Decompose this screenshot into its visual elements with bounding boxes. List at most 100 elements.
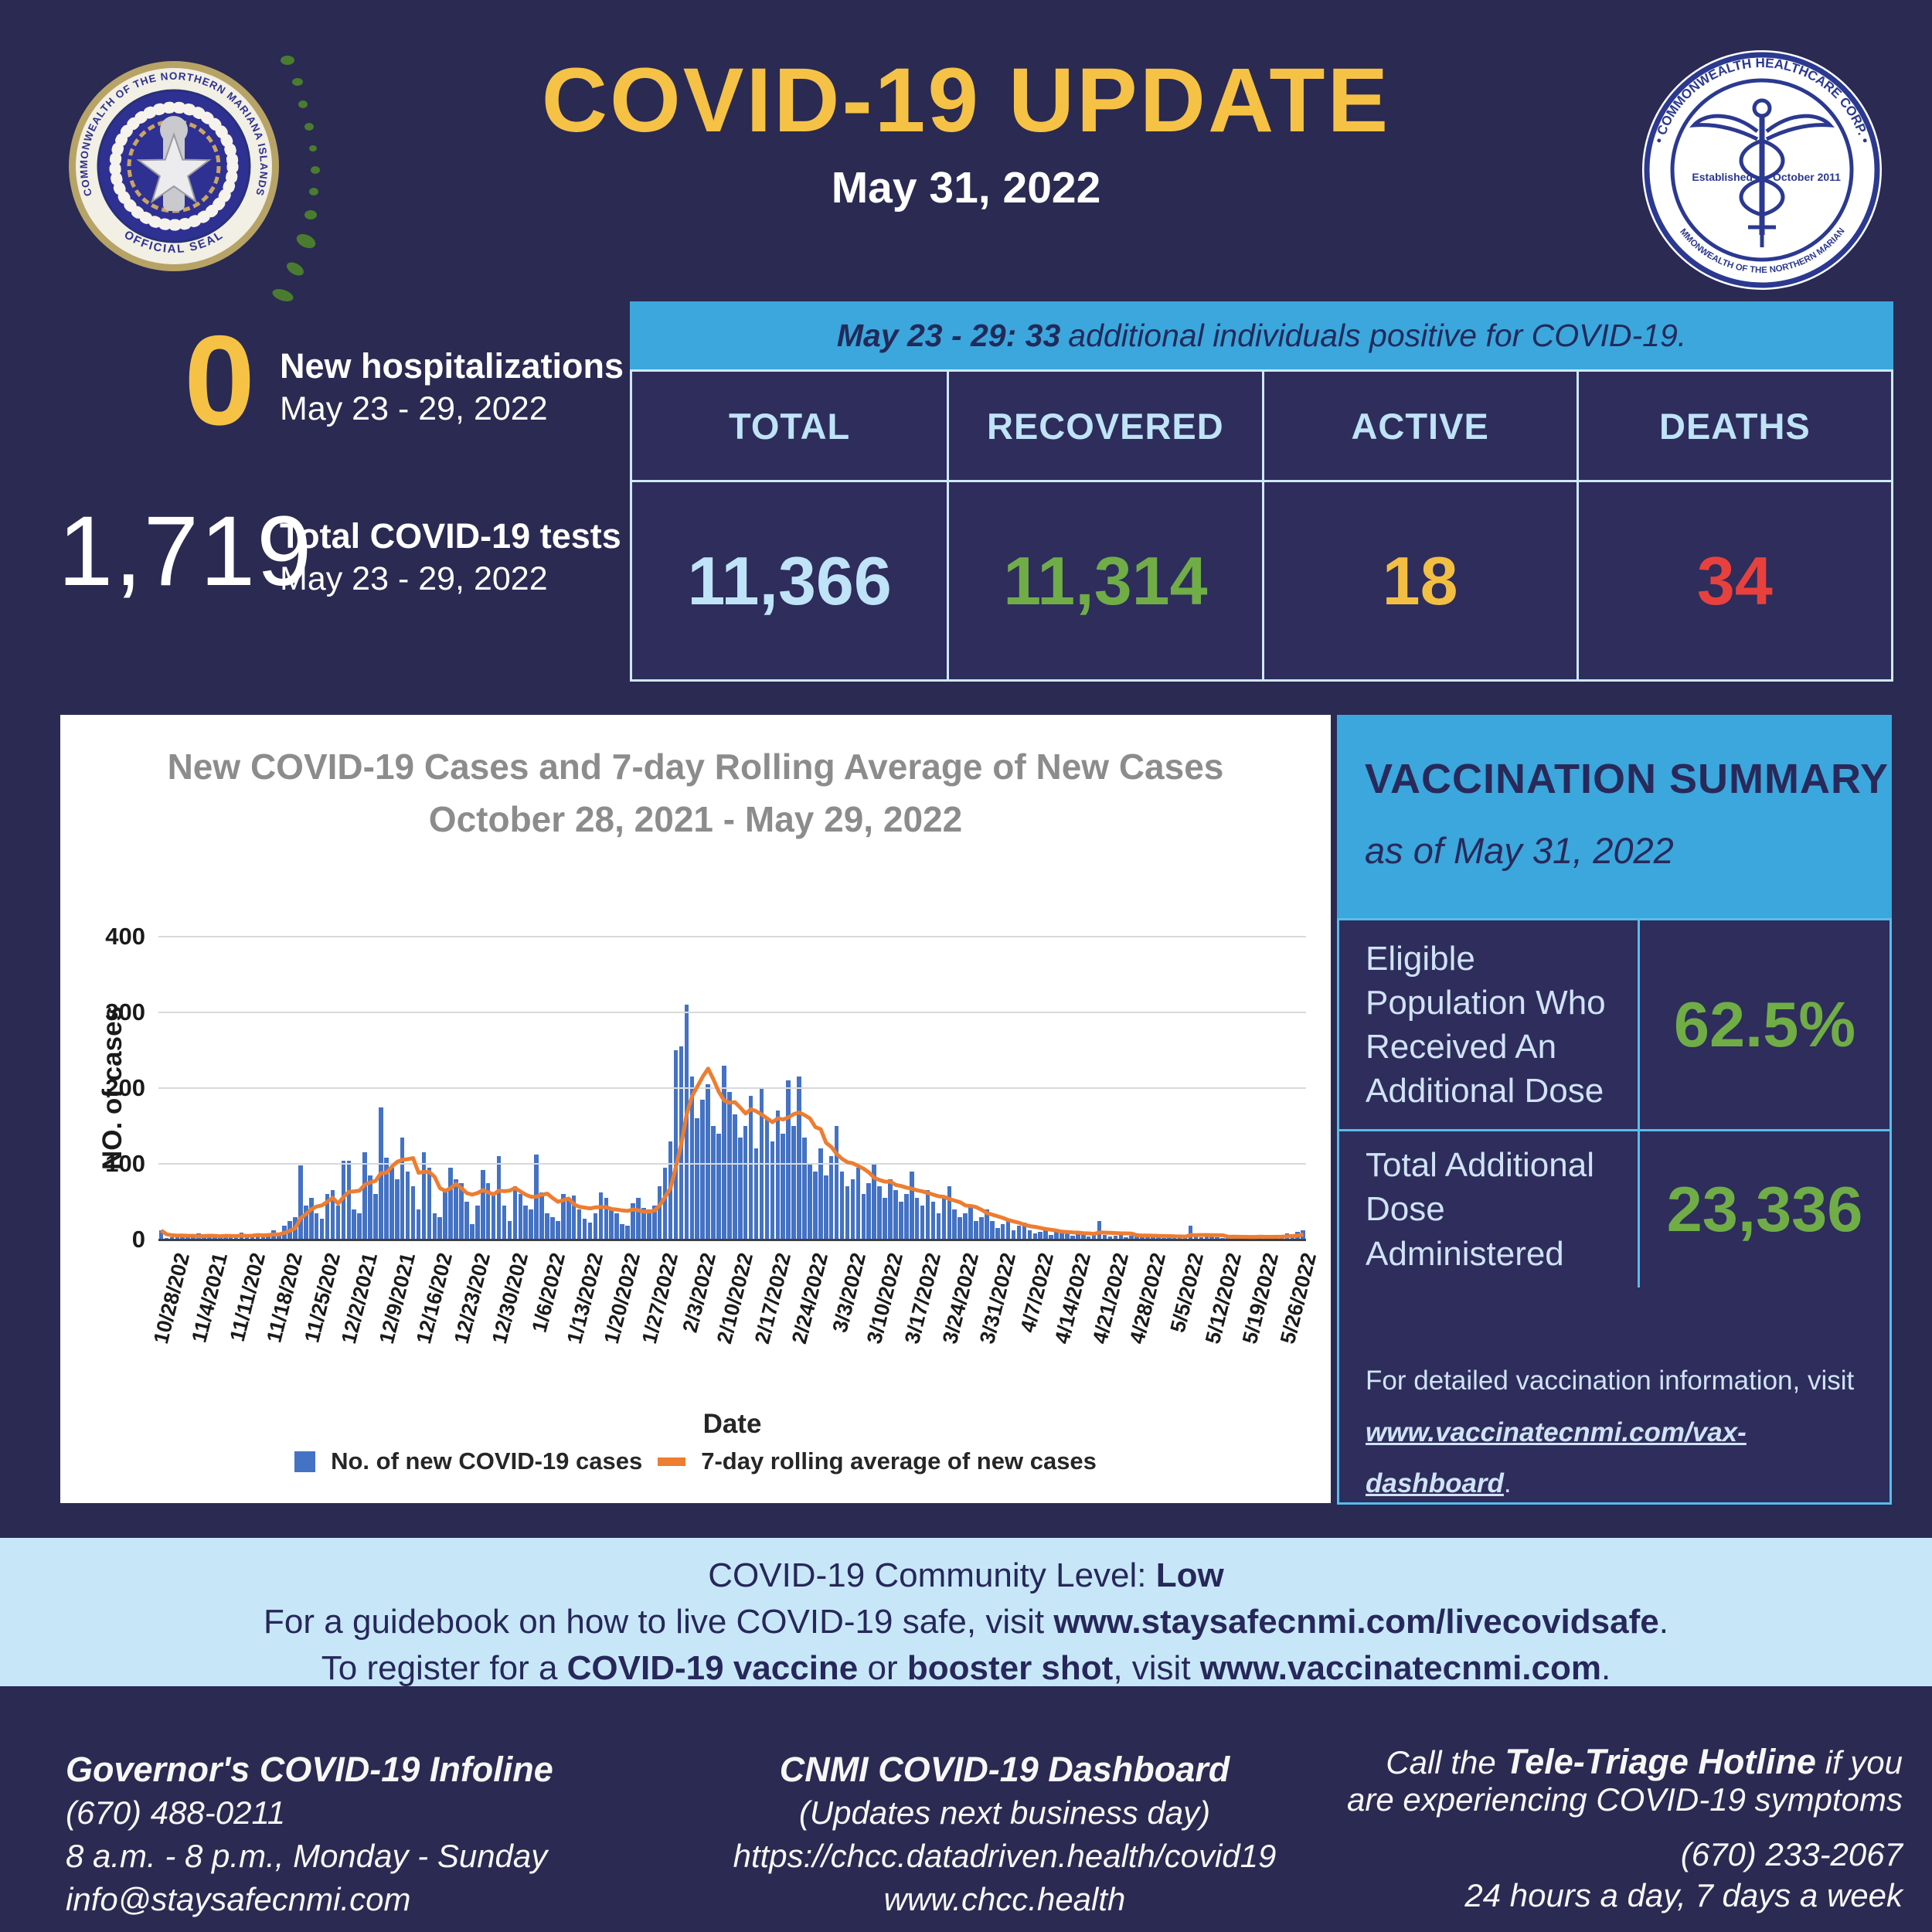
case-bar (491, 1194, 496, 1240)
case-bar (625, 1226, 630, 1240)
case-bar (1102, 1235, 1107, 1240)
vaccinatecnmi-url: www.vaccinatecnmi.com (1199, 1649, 1601, 1687)
case-bar (459, 1182, 464, 1240)
case-bar (786, 1080, 791, 1240)
case-bar (518, 1194, 523, 1240)
case-bar (556, 1220, 560, 1240)
case-bar (899, 1202, 903, 1240)
case-bar (861, 1194, 866, 1240)
case-bar (716, 1133, 721, 1240)
case-bar (1005, 1220, 1011, 1240)
col-header-recovered: RECOVERED (947, 372, 1261, 480)
infoline-hours: 8 a.m. - 8 p.m., Monday - Sunday (66, 1838, 548, 1874)
case-bar (432, 1213, 437, 1240)
recovered-cases-value: 11,314 (947, 480, 1262, 679)
case-bar (828, 1156, 834, 1240)
case-bar (1113, 1236, 1118, 1240)
case-bar (1027, 1230, 1032, 1240)
case-bar (1107, 1236, 1113, 1240)
vax-footer-text: For detailed vaccination information, vi… (1366, 1366, 1855, 1396)
hotline-phone: (670) 233-2067 (1680, 1836, 1903, 1872)
case-bar (941, 1198, 947, 1240)
banner-bold-text: May 23 - 29: 33 (836, 317, 1061, 353)
case-bar (930, 1202, 936, 1240)
hotline-ifyou-text: if you (1815, 1744, 1903, 1781)
svg-text:Established: Established (1692, 171, 1753, 183)
case-bar (1016, 1226, 1022, 1240)
dashboard-title: CNMI COVID-19 Dashboard (779, 1750, 1230, 1789)
case-bar (443, 1190, 447, 1240)
case-bar (748, 1095, 753, 1240)
case-bar (529, 1209, 533, 1240)
case-bar (1145, 1237, 1150, 1240)
rolling-average-line (160, 1066, 1304, 1240)
col-header-active: ACTIVE (1261, 372, 1577, 480)
case-bar (496, 1156, 502, 1240)
case-bar (1215, 1237, 1219, 1240)
case-bar (539, 1192, 544, 1240)
x-tick-12/23/202: 12/23/202 (450, 1250, 495, 1346)
x-tick-2/24/2022: 2/24/2022 (787, 1250, 833, 1346)
case-bar (1049, 1235, 1053, 1240)
case-bar (893, 1190, 898, 1240)
case-bar (213, 1237, 217, 1240)
total-tests-period: May 23 - 29, 2022 (280, 560, 548, 597)
gridline-100 (158, 1163, 1306, 1165)
col-header-deaths: DEATHS (1576, 372, 1891, 480)
case-bar (968, 1205, 973, 1240)
infoline-phone: (670) 488-0211 (66, 1794, 286, 1831)
case-bar (845, 1186, 850, 1240)
community-level-text: COVID-19 Community Level: (708, 1556, 1156, 1594)
case-bar (802, 1137, 807, 1240)
case-bar (872, 1164, 876, 1240)
case-bar (250, 1236, 255, 1240)
case-bar (711, 1126, 716, 1240)
case-bar (1054, 1232, 1059, 1240)
case-bar (883, 1198, 887, 1240)
case-bar (909, 1171, 914, 1240)
case-bar (185, 1237, 190, 1240)
case-bar (1204, 1236, 1209, 1240)
case-bar (169, 1237, 175, 1240)
case-bar (1043, 1228, 1048, 1240)
case-bar (335, 1205, 341, 1240)
case-bar (308, 1198, 314, 1240)
x-tick-1/6/2022: 1/6/2022 (527, 1250, 570, 1335)
case-bar (1022, 1223, 1027, 1240)
case-bar (813, 1171, 818, 1240)
case-bar (1118, 1233, 1124, 1240)
case-bar (914, 1198, 920, 1240)
svg-text:October 2011: October 2011 (1773, 171, 1841, 183)
hotline-name-bold: Tele-Triage Hotline (1505, 1742, 1816, 1781)
case-bar (1209, 1236, 1214, 1240)
vax-dashboard-link[interactable]: www.vaccinatecnmi.com/vax-dashboard (1366, 1417, 1747, 1499)
y-tick-300: 300 (105, 998, 145, 1026)
booster-bold: booster shot (906, 1649, 1114, 1687)
case-bar (1011, 1230, 1016, 1240)
case-bar (1032, 1233, 1038, 1240)
daily-cases-bars (158, 937, 1306, 1240)
guidebook-line: For a guidebook on how to live COVID-19 … (0, 1603, 1932, 1641)
case-bar (733, 1114, 737, 1240)
community-level-line: COVID-19 Community Level: Low (0, 1556, 1932, 1595)
case-bar (330, 1190, 335, 1240)
case-bar (277, 1233, 281, 1240)
case-bar (319, 1218, 325, 1240)
case-bar (888, 1179, 893, 1240)
case-bar (1166, 1236, 1172, 1240)
case-bar (839, 1171, 845, 1240)
x-tick-5/26/2022: 5/26/2022 (1275, 1250, 1321, 1346)
register-period: . (1601, 1649, 1611, 1687)
case-bar (877, 1186, 882, 1240)
infoline-email: info@staysafecnmi.com (66, 1881, 411, 1917)
case-bar (244, 1237, 250, 1240)
case-bar (475, 1205, 480, 1240)
case-bar (416, 1209, 421, 1240)
case-bar (464, 1202, 469, 1240)
case-bar (850, 1179, 855, 1240)
chart-legend: No. of new COVID-19 cases 7-day rolling … (60, 1447, 1331, 1475)
case-bar (368, 1175, 372, 1240)
vaccination-row-additional-dose-pct: Eligible Population Who Received An Addi… (1339, 920, 1889, 1129)
case-bar (753, 1148, 759, 1240)
hotline-line1: Call the Tele-Triage Hotline if you (1347, 1743, 1903, 1781)
